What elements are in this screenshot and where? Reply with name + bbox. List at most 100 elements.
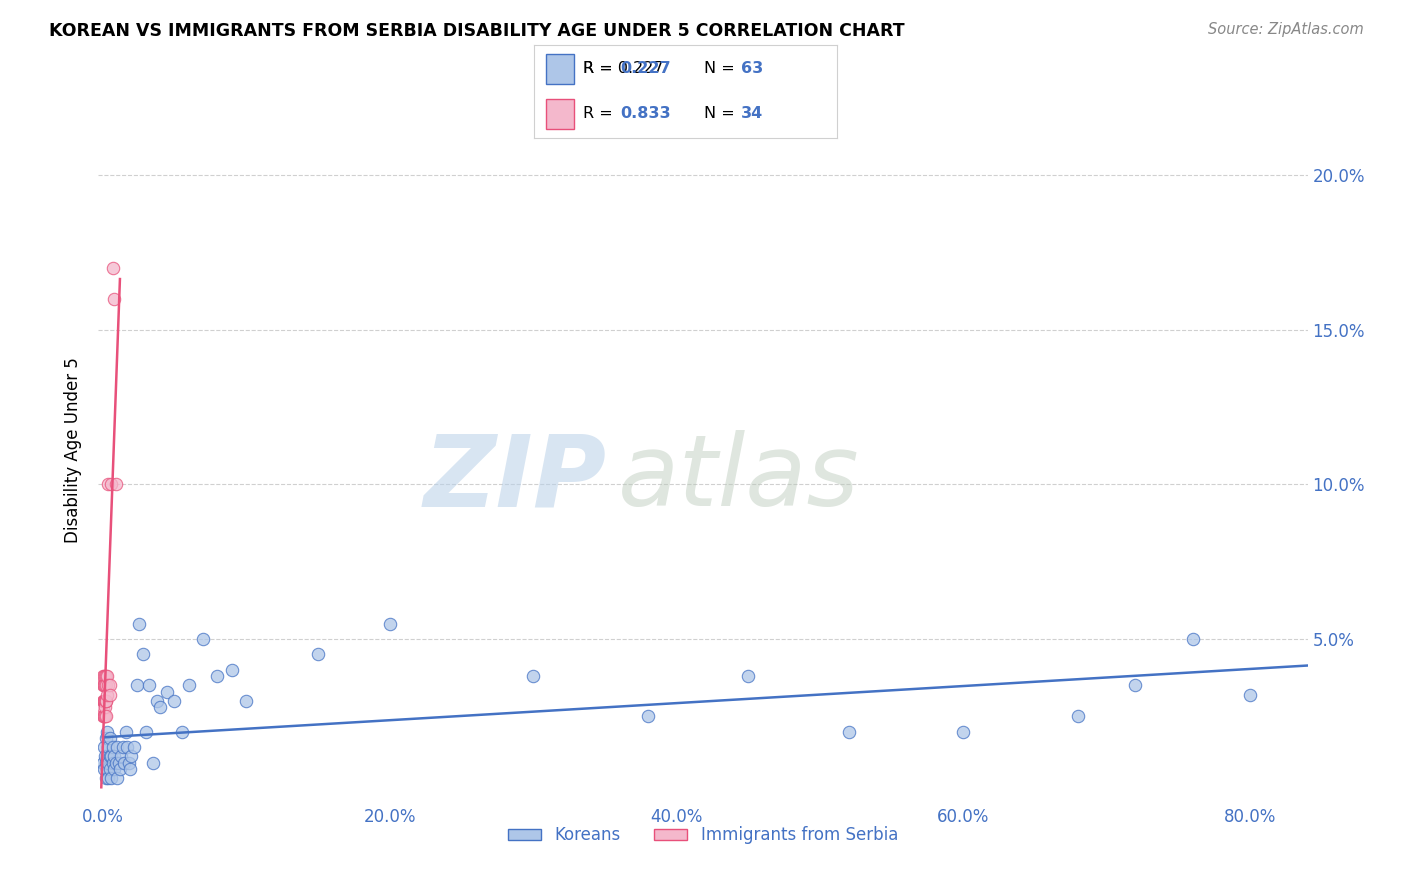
Text: 0.833: 0.833 [620, 106, 671, 121]
Text: atlas: atlas [619, 430, 860, 527]
Point [103, 749, 125, 764]
FancyBboxPatch shape [547, 99, 574, 129]
Point [1125, 678, 1147, 692]
Point [94, 694, 117, 708]
Y-axis label: Disability Age Under 5: Disability Age Under 5 [65, 358, 83, 543]
Point [115, 740, 138, 755]
Point [94, 678, 117, 692]
Point [138, 678, 160, 692]
Point [108, 762, 131, 776]
Point [104, 756, 127, 770]
Point [97, 678, 120, 692]
Point [93, 709, 115, 723]
Point [132, 648, 155, 662]
Point [93, 756, 115, 770]
Text: R =: R = [582, 62, 617, 77]
Point [98, 762, 121, 776]
Point [104, 477, 127, 491]
Point [221, 663, 243, 677]
Point [117, 756, 139, 770]
Point [93, 694, 115, 708]
Point [96, 724, 118, 739]
Point [838, 724, 860, 739]
Point [94, 669, 117, 683]
Point [94, 700, 117, 714]
Point [97, 771, 120, 785]
Point [98, 678, 121, 692]
Point [93, 678, 115, 692]
Point [135, 724, 157, 739]
Point [97, 756, 120, 770]
Point [522, 669, 544, 683]
Point [94, 756, 117, 770]
Point [156, 684, 179, 698]
Point [101, 756, 124, 770]
Point [97, 740, 120, 755]
Text: N =: N = [703, 62, 740, 77]
Point [96, 694, 118, 708]
Point [737, 669, 759, 683]
Point [93, 694, 115, 708]
FancyBboxPatch shape [547, 54, 574, 84]
Point [98, 749, 121, 764]
Point [149, 700, 172, 714]
Point [94, 678, 117, 692]
Point [103, 292, 125, 306]
Point [93, 669, 115, 683]
Point [93, 762, 115, 776]
Text: R = 0.227: R = 0.227 [582, 62, 664, 77]
Point [1181, 632, 1204, 646]
Point [94, 771, 117, 785]
Text: 0.227: 0.227 [620, 62, 671, 77]
Point [97, 477, 120, 491]
Point [235, 694, 257, 708]
Point [93, 669, 115, 683]
Point [128, 616, 150, 631]
Point [93, 678, 115, 692]
Point [307, 648, 329, 662]
Point [112, 756, 135, 770]
Point [91, 700, 114, 714]
Text: 34: 34 [741, 106, 763, 121]
Point [170, 724, 193, 739]
Point [124, 740, 146, 755]
Point [111, 740, 134, 755]
Point [142, 756, 165, 770]
Point [146, 694, 169, 708]
Point [101, 740, 124, 755]
Point [378, 616, 401, 631]
Point [94, 709, 117, 723]
Text: Source: ZipAtlas.com: Source: ZipAtlas.com [1208, 22, 1364, 37]
Point [93, 709, 115, 723]
Point [207, 669, 229, 683]
Point [100, 771, 122, 785]
Point [93, 694, 115, 708]
Point [96, 688, 118, 702]
Point [103, 762, 125, 776]
Point [1067, 709, 1090, 723]
Point [1239, 688, 1261, 702]
Text: ZIP: ZIP [423, 430, 606, 527]
Point [637, 709, 659, 723]
Point [118, 762, 141, 776]
Point [191, 632, 214, 646]
Point [163, 694, 186, 708]
Point [93, 740, 115, 755]
Point [952, 724, 974, 739]
Point [101, 261, 124, 276]
Text: 63: 63 [741, 62, 763, 77]
Point [93, 709, 115, 723]
Point [94, 749, 117, 764]
Point [110, 749, 132, 764]
Point [114, 724, 136, 739]
Point [100, 477, 122, 491]
Point [91, 678, 114, 692]
Point [93, 694, 115, 708]
Text: N =: N = [703, 106, 740, 121]
Point [94, 669, 117, 683]
Point [127, 678, 149, 692]
Text: R =: R = [582, 106, 617, 121]
Legend: Koreans, Immigrants from Serbia: Koreans, Immigrants from Serbia [501, 820, 905, 851]
Point [94, 694, 117, 708]
Point [93, 709, 115, 723]
